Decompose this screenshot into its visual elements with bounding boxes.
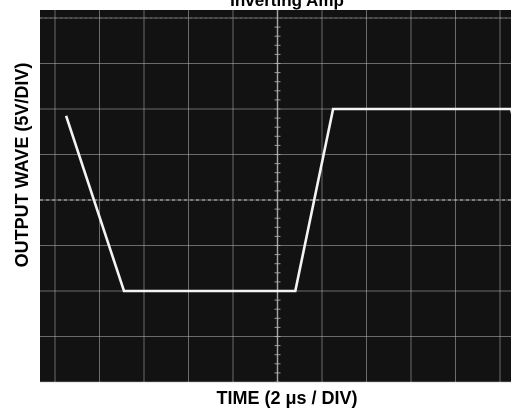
- x-axis-label: TIME (2 μs / DIV): [216, 388, 357, 408]
- y-axis-label: OUTPUT WAVE (5V/DIV): [12, 63, 32, 268]
- scope-screen: [40, 10, 511, 383]
- screen-background: [40, 10, 511, 382]
- chart-title: Inverting Amp: [230, 0, 344, 10]
- output-trace: [64, 107, 511, 293]
